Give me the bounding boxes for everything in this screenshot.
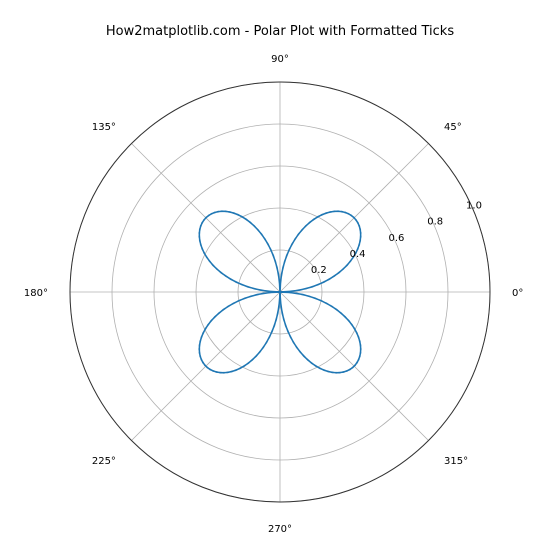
r-tick-label: 0.6: [388, 233, 404, 244]
r-tick-label: 1.0: [466, 201, 482, 212]
theta-tick-label: 135°: [92, 122, 116, 133]
polar-figure: How2matplotlib.com - Polar Plot with For…: [0, 0, 560, 560]
r-tick-label: 0.8: [427, 217, 443, 228]
theta-tick-label: 180°: [24, 288, 48, 299]
r-tick-label: 0.2: [311, 265, 327, 276]
theta-tick-label: 225°: [92, 456, 116, 467]
theta-tick-label: 0°: [512, 288, 523, 299]
chart-title: How2matplotlib.com - Polar Plot with For…: [0, 24, 560, 39]
polar-axes: 0° 45° 90° 135° 180° 225° 270° 315° 0.2 0.4 0.6 0.8…: [20, 40, 540, 560]
theta-tick-label: 45°: [444, 122, 462, 133]
r-tick-label: 0.4: [350, 249, 366, 260]
theta-tick-label: 270°: [268, 524, 292, 535]
theta-tick-label: 315°: [444, 456, 468, 467]
theta-tick-label: 90°: [271, 54, 289, 65]
